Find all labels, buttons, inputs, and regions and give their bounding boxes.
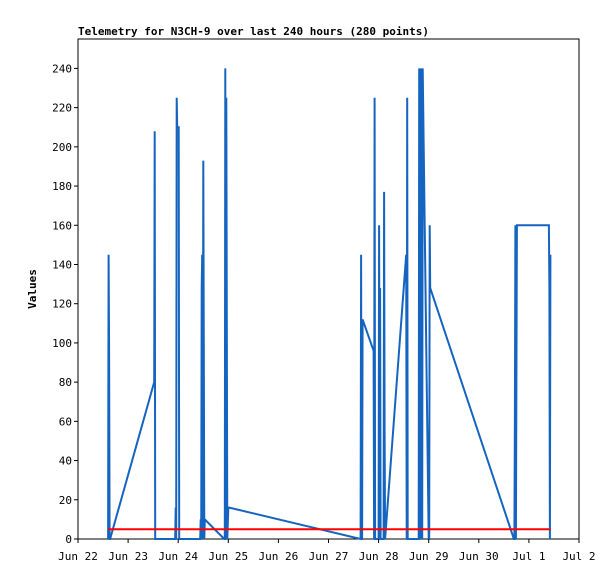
y-tick-label: 220 (52, 102, 72, 115)
x-tick-label: Jun 26 (259, 550, 299, 563)
x-tick-label: Jun 22 (58, 550, 98, 563)
y-tick-label: 140 (52, 258, 72, 271)
plot-frame (77, 38, 580, 540)
x-tick-label: Jun 23 (108, 550, 148, 563)
x-tick-label: Jun 27 (309, 550, 349, 563)
x-tick-label: Jun 30 (459, 550, 499, 563)
y-tick-label: 200 (52, 141, 72, 154)
y-tick-label: 40 (59, 455, 72, 468)
y-tick-label: 0 (65, 533, 72, 546)
y-tick-label: 160 (52, 219, 72, 232)
chart-title: Telemetry for N3CH-9 over last 240 hours… (78, 25, 429, 38)
x-tick-label: Jun 28 (359, 550, 399, 563)
y-tick-label: 60 (59, 415, 72, 428)
x-tick-label: Jun 29 (409, 550, 449, 563)
y-tick-label: 80 (59, 376, 72, 389)
y-tick-label: 240 (52, 62, 72, 75)
x-tick-label: Jul 1 (512, 550, 545, 563)
y-axis: 0 20 40 60 80 100 120 140 160 180 200 220 240 (52, 62, 78, 546)
y-tick-label: 20 (59, 494, 72, 507)
x-axis: Jun 22 Jun 23 Jun 24 Jun 25 Jun 26 Jun 27 Jun … (58, 539, 596, 563)
y-axis-label: Values (26, 269, 39, 309)
y-tick-label: 180 (52, 180, 72, 193)
x-tick-label: Jun 24 (158, 550, 198, 563)
y-tick-label: 120 (52, 298, 72, 311)
plot-area (77, 38, 580, 541)
x-tick-label: Jun 25 (208, 550, 248, 563)
y-tick-label: 100 (52, 337, 72, 350)
x-tick-label: Jul 2 (562, 550, 595, 563)
